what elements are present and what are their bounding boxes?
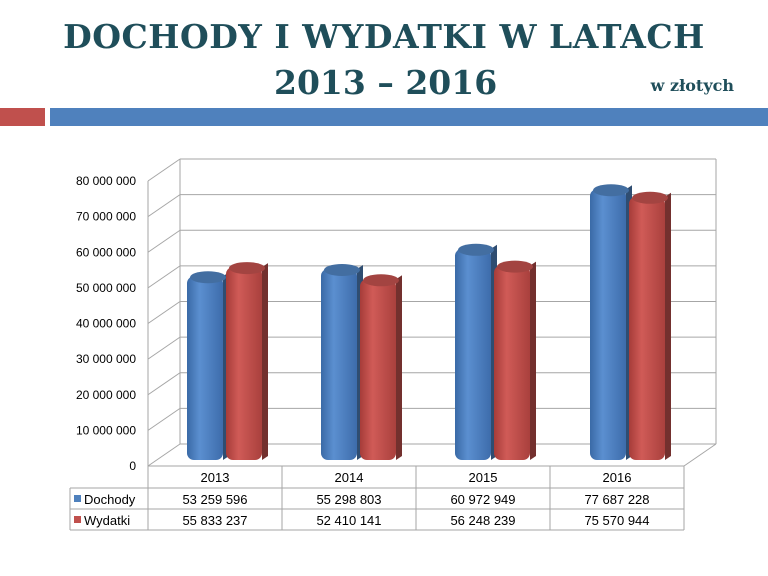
bar-front xyxy=(321,268,357,460)
bar-top xyxy=(632,191,668,204)
legend-label-wydatki: Wydatki xyxy=(84,513,130,528)
gridline-side xyxy=(147,194,181,218)
bar-front xyxy=(226,267,262,460)
gridline-side xyxy=(147,301,181,324)
x-category-label: 2013 xyxy=(201,470,230,485)
bar-dochody-2016 xyxy=(590,184,632,460)
bar-front xyxy=(360,279,396,460)
bar-dochody-2014 xyxy=(321,263,363,460)
x-category-label: 2016 xyxy=(603,470,632,485)
gridline-side xyxy=(147,443,181,467)
bar-top xyxy=(458,243,494,256)
bar-wydatki-2013 xyxy=(226,262,268,460)
y-tick-label: 10 000 000 xyxy=(76,423,136,437)
data-label: 52 410 141 xyxy=(316,513,381,528)
legend-swatch-dochody xyxy=(74,495,81,502)
bar-side xyxy=(262,263,268,460)
bar-side xyxy=(665,192,671,461)
y-tick-label: 60 000 000 xyxy=(76,245,136,259)
title-line-2: 2013 – 2016 w złotych xyxy=(0,60,768,106)
y-axis-ticks: 0 10 000 000 20 000 000 30 000 000 40 000 00… xyxy=(76,174,136,473)
data-table: 2013 2014 2015 2016 Dochody 53 259 596 55 298 … xyxy=(69,465,685,531)
accent-bar-red xyxy=(0,108,45,126)
data-label: 55 298 803 xyxy=(316,492,381,507)
gridline-side xyxy=(147,336,181,360)
gridline-side xyxy=(147,229,181,253)
y-tick-label: 70 000 000 xyxy=(76,210,136,224)
unit-label: w złotych xyxy=(650,76,734,95)
bar-top xyxy=(229,262,265,275)
bar-wydatki-2015 xyxy=(494,260,536,460)
data-label: 55 833 237 xyxy=(182,513,247,528)
gridline-side xyxy=(147,407,181,431)
data-label: 56 248 239 xyxy=(450,513,515,528)
year-range-title: 2013 – 2016 xyxy=(274,63,498,102)
chart-bars xyxy=(187,184,671,461)
bar-dochody-2013 xyxy=(187,271,229,460)
legend-swatch-wydatki xyxy=(74,516,81,523)
y-tick-label: 0 xyxy=(129,459,136,473)
data-label: 77 687 228 xyxy=(584,492,649,507)
bar-top xyxy=(497,260,533,273)
bar-dochody-2015 xyxy=(455,243,497,460)
y-tick-label: 30 000 000 xyxy=(76,352,136,366)
bar-top xyxy=(593,184,629,197)
page-title: DOCHODY I WYDATKI W LATACH xyxy=(63,17,705,56)
legend-label-dochody: Dochody xyxy=(84,492,136,507)
gridline-side xyxy=(147,372,181,396)
floor-right-edge xyxy=(683,443,717,467)
y-tick-label: 40 000 000 xyxy=(76,317,136,331)
accent-bar-blue xyxy=(50,108,768,126)
bar-front xyxy=(494,265,530,460)
bar-top xyxy=(324,263,360,276)
bar-front xyxy=(187,276,223,460)
bar-front xyxy=(629,196,665,461)
x-category-label: 2014 xyxy=(335,470,364,485)
y-tick-label: 20 000 000 xyxy=(76,388,136,402)
bar-side xyxy=(396,275,402,460)
bar-front xyxy=(590,189,626,460)
bar-front xyxy=(455,248,491,460)
data-label: 75 570 944 xyxy=(584,513,649,528)
bar-wydatki-2014 xyxy=(360,274,402,460)
y-tick-label: 50 000 000 xyxy=(76,281,136,295)
gridline-side xyxy=(147,158,181,182)
bar-top xyxy=(190,271,226,284)
bar-side xyxy=(530,261,536,460)
x-category-label: 2015 xyxy=(469,470,498,485)
bar-top xyxy=(363,274,399,287)
gridline-side xyxy=(147,265,181,289)
bar-wydatki-2016 xyxy=(629,191,671,461)
y-tick-label: 80 000 000 xyxy=(76,174,136,188)
data-label: 53 259 596 xyxy=(182,492,247,507)
data-label: 60 972 949 xyxy=(450,492,515,507)
